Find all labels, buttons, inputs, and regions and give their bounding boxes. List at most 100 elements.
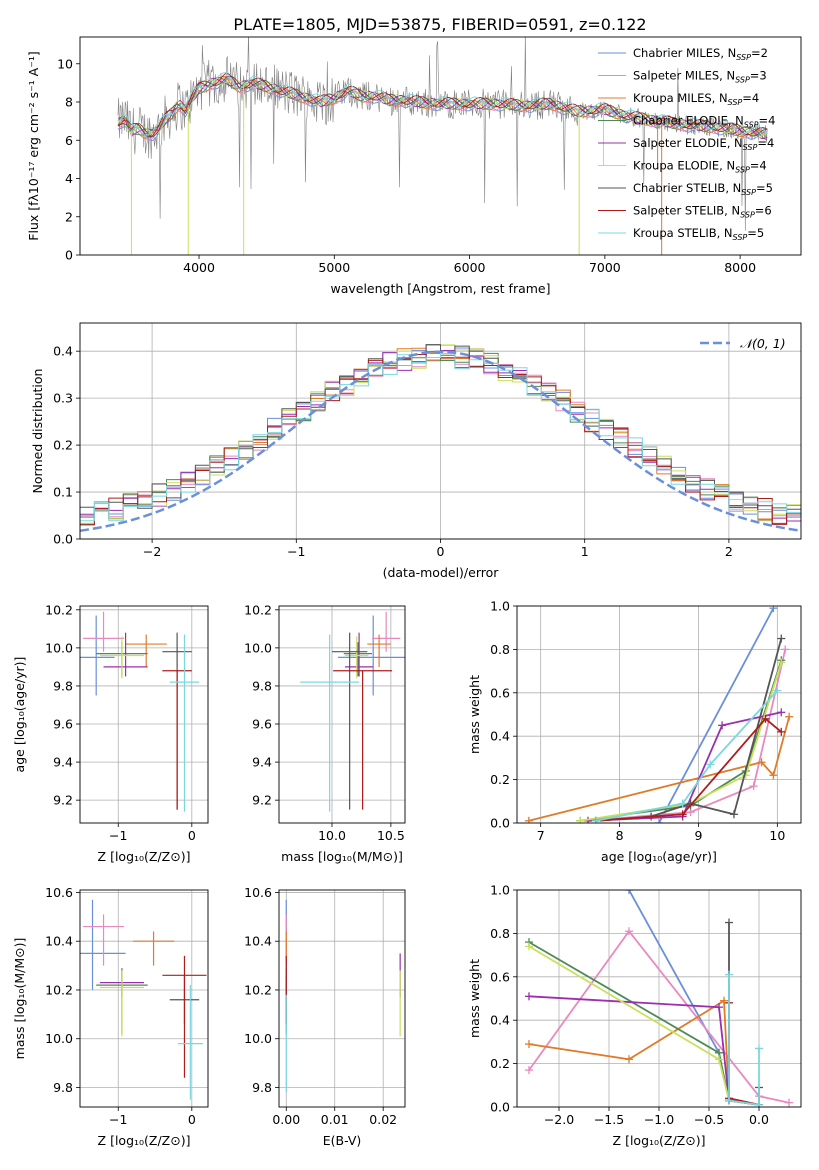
error-point	[162, 670, 192, 810]
error-point	[300, 634, 360, 812]
weight-line	[595, 638, 783, 822]
x-tick-label: −1	[109, 1112, 127, 1127]
error-point	[99, 970, 144, 1037]
y-tick-label: 9.6	[53, 717, 73, 732]
weight-line	[579, 662, 783, 822]
model-line	[117, 77, 768, 139]
y-tick-label: 9.6	[252, 717, 272, 732]
histogram-series	[80, 353, 801, 522]
y-tick-label: 10.2	[244, 602, 272, 617]
weight-vs-age-series	[524, 606, 794, 823]
x-tick-label: 4000	[183, 260, 215, 275]
y-tick-label: 9.2	[53, 793, 73, 808]
spectrum-lines	[117, 37, 768, 255]
weight-line	[587, 649, 787, 822]
spectrum-legend: Chabrier MILES, NSSP=2 Salpeter MILES, NS…	[598, 46, 775, 242]
y-tick-label: 9.8	[252, 1080, 272, 1095]
x-tick-label: 0	[437, 544, 445, 559]
error-point	[132, 931, 175, 966]
age-vs-Z-axes: −1 0 9.2 9.4 9.6 9.8 10.0 10.2 Z [log₁₀(Z/Z⊙)] ag…	[12, 602, 208, 864]
y-tick-label: 0.6	[490, 685, 510, 700]
legend-label: Salpeter ELODIE, NSSP=4	[633, 136, 774, 152]
y-axis-label: Normed distribution	[30, 369, 45, 494]
x-tick-label: 6000	[454, 260, 486, 275]
y-tick-label: 10.2	[244, 982, 272, 997]
x-tick-label: 10.0	[318, 828, 346, 843]
y-tick-label: 9.8	[53, 678, 73, 693]
y-tick-label: 10.6	[244, 885, 272, 900]
age-vs-Z-points	[80, 611, 200, 812]
error-point	[177, 985, 203, 1100]
x-tick-label: 0.00	[272, 1112, 300, 1127]
y-tick-label: 10.0	[244, 640, 272, 655]
residuals-frame	[79, 322, 802, 540]
y-tick-label: 10.4	[244, 934, 272, 949]
x-tick-label: 8	[616, 828, 624, 843]
x-axis-label: wavelength [Angstrom, rest frame]	[330, 281, 550, 296]
y-tick-label: 0.2	[490, 1056, 510, 1071]
spectrum-axes: 4000 5000 6000 7000 8000 0 2 4 6 8 10 wavelength [A…	[26, 51, 756, 296]
error-point	[331, 632, 368, 810]
weight-line	[658, 607, 775, 823]
error-point	[344, 636, 369, 679]
error-point	[125, 634, 167, 667]
legend-label: Chabrier STELIB, NSSP=5	[633, 181, 773, 197]
y-tick-label: 0.0	[490, 1100, 510, 1115]
x-tick-label: −1.0	[644, 1112, 674, 1127]
y-tick-label: 0.0	[53, 532, 73, 547]
x-axis-label: Z [log₁₀(Z/Z⊙)]	[98, 849, 191, 864]
y-tick-label: 10.0	[45, 640, 73, 655]
x-tick-label: −2.0	[544, 1112, 574, 1127]
age-vs-mass-axes: 10.0 10.5 9.2 9.4 9.6 9.8 10.0 10.2 mass [log₁₀(…	[244, 602, 405, 864]
age-vs-Z-frame	[79, 605, 209, 824]
x-tick-label: 0.01	[321, 1112, 349, 1127]
mass-vs-EBV-axes: 0.00 0.01 0.02 9.8 10.0 10.2 10.4 10.6 E(B-V)	[244, 885, 405, 1148]
x-axis-label: mass [log₁₀(M/M⊙)]	[281, 849, 403, 864]
y-tick-label: 10.0	[45, 1031, 73, 1046]
legend-label: Salpeter STELIB, NSSP=6	[633, 204, 772, 220]
error-point	[169, 634, 200, 812]
weight-vs-Z-series	[525, 890, 793, 1107]
x-axis-label: (data-model)/error	[383, 565, 500, 580]
data-spectrum-line	[117, 37, 768, 231]
error-point	[372, 611, 401, 652]
model-line	[117, 79, 768, 138]
legend-label: Kroupa MILES, NSSP=4	[633, 91, 759, 107]
y-tick-label: 1.0	[490, 883, 510, 898]
model-line	[117, 76, 768, 138]
error-point	[162, 955, 207, 1078]
y-tick-label: 0.6	[490, 969, 510, 984]
y-tick-label: 10.2	[45, 982, 73, 997]
y-tick-label: 9.4	[252, 755, 272, 770]
weight-line	[595, 689, 778, 822]
residuals-legend: 𝒩(0, 1)	[700, 336, 786, 351]
y-tick-label: 0.0	[490, 816, 510, 831]
x-tick-label: 0	[188, 828, 196, 843]
x-tick-label: 0.02	[369, 1112, 397, 1127]
weight-line	[728, 974, 760, 1106]
y-axis-label: mass weight	[467, 675, 482, 754]
x-axis-label: Z [log₁₀(Z/Z⊙)]	[98, 1133, 191, 1148]
spectrum-frame	[79, 36, 802, 256]
x-tick-label: 0.0	[749, 1112, 769, 1127]
age-vs-mass-points	[300, 611, 405, 812]
y-tick-label: 10.6	[45, 885, 73, 900]
y-tick-label: 0.8	[490, 926, 510, 941]
y-tick-label: 0.3	[53, 391, 73, 406]
x-tick-label: 2	[725, 544, 733, 559]
x-tick-label: 7000	[589, 260, 621, 275]
y-tick-label: 0	[65, 248, 73, 263]
histograms	[80, 344, 801, 533]
y-tick-label: 0.8	[490, 642, 510, 657]
mass-vs-EBV-points	[285, 899, 401, 1093]
figure-title: PLATE=1805, MJD=53875, FIBERID=0591, z=0…	[233, 15, 646, 34]
y-tick-label: 10	[57, 56, 73, 71]
normal-curve	[80, 350, 801, 533]
error-point	[367, 634, 391, 667]
x-tick-label: −0.5	[694, 1112, 724, 1127]
legend-label: Kroupa STELIB, NSSP=5	[633, 226, 764, 242]
error-point	[80, 899, 126, 990]
model-line	[117, 76, 768, 141]
weight-line	[595, 717, 782, 822]
